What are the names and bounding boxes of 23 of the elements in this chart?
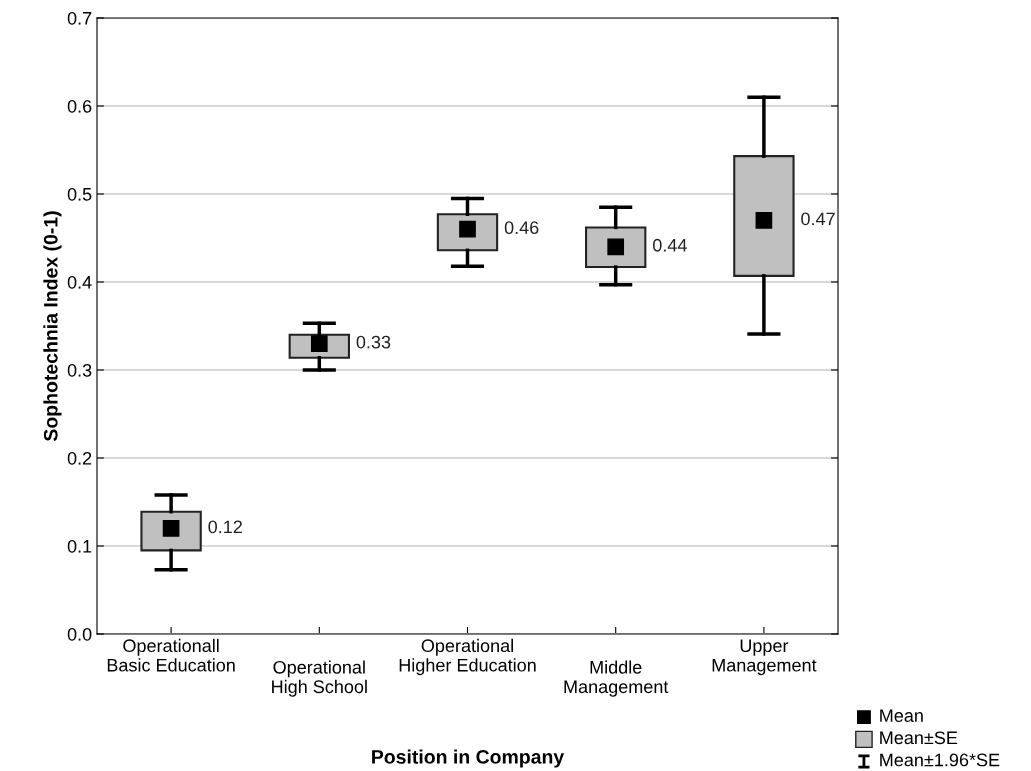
- y-tick-label: 0.2: [67, 451, 92, 465]
- y-tick-label: 0.0: [67, 627, 92, 641]
- text: Mean±SE: [880, 731, 958, 745]
- x-tick-label: Middle Management: [564, 660, 669, 697]
- text: 0.47: [801, 212, 835, 226]
- y-tick-label: 0.3: [67, 363, 92, 377]
- text: 0.33: [356, 335, 391, 349]
- y-tick-label: 0.7: [67, 11, 92, 25]
- y-tick-label: 0.1: [67, 539, 92, 553]
- x-tick-label: Operational High School: [272, 660, 367, 697]
- y-tick-label: 0.5: [67, 187, 92, 201]
- text: Mean±1.96*SE: [880, 753, 1000, 767]
- y-tick-label: 0.4: [67, 275, 92, 289]
- text: Mean: [880, 709, 923, 723]
- x-tick-label: Upper Management: [712, 639, 817, 676]
- x-tick-label: Operationall Basic Education: [107, 638, 235, 672]
- text: 0.44: [652, 238, 687, 252]
- x-tick-label: Operational Higher Education: [399, 638, 536, 676]
- y-axis-title: Sophotechnia Index (0-1): [43, 211, 62, 442]
- x-axis-title: Position in Company: [372, 749, 565, 768]
- text: 0.46: [504, 221, 539, 235]
- y-tick-label: 0.6: [67, 99, 92, 113]
- text: 0.12: [208, 520, 242, 534]
